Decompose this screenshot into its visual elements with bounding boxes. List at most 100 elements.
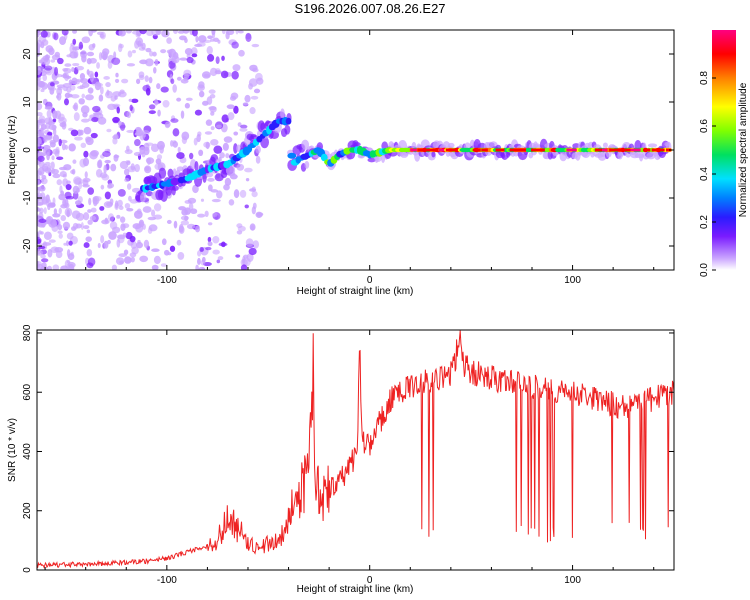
spectrogram-xtick-label: 0 [367,275,373,286]
heatmap-noise-blob [136,208,142,215]
heatmap-noise-blob [173,220,178,229]
heatmap-noise-blob [131,49,136,54]
heatmap-noise-blob [184,207,191,215]
heatmap-noise-blob [192,184,199,194]
heatmap-noise-blob [129,252,137,258]
heatmap-noise-blob [180,220,189,226]
heatmap-noise-blob [183,69,192,77]
heatmap-noise-blob [38,218,47,224]
heatmap-noise-blob [73,46,80,51]
heatmap-noise-blob [221,114,229,123]
heatmap-noise-blob [50,168,59,175]
heatmap-noise-blob [160,86,169,93]
heatmap-peak [630,148,641,152]
heatmap-noise-blob [251,43,260,48]
heatmap-noise-blob [79,158,87,168]
heatmap-noise-blob [53,208,58,215]
heatmap-noise-blob [195,225,200,233]
heatmap-peak [566,148,577,152]
heatmap-noise-blob [81,36,91,44]
heatmap-noise-blob [98,94,104,102]
heatmap-noise-blob [46,71,53,76]
heatmap-noise-blob [194,109,202,116]
heatmap-noise-blob [162,100,170,108]
heatmap-noise-blob [223,136,233,143]
heatmap-noise-blob [139,43,144,47]
snr-ytick-label: 400 [22,443,33,460]
heatmap-noise-blob [53,32,59,41]
heatmap-noise-blob [145,87,151,96]
heatmap-noise-blob [139,59,148,65]
heatmap-ridge-halo [233,143,238,154]
snr-xtick-label: 100 [564,575,581,586]
heatmap-noise-blob [131,98,139,104]
heatmap-noise-blob [52,128,57,136]
heatmap-ridge-halo [284,124,291,135]
heatmap-noise-blob [180,110,185,119]
heatmap-noise-blob [63,98,69,106]
heatmap-noise-blob [66,249,71,258]
heatmap-noise-blob [172,128,180,137]
heatmap-noise-blob [204,131,213,135]
heatmap-noise-blob [221,30,226,35]
heatmap-noise-blob [251,186,256,192]
heatmap-noise-blob [235,30,239,35]
heatmap-noise-blob [52,173,61,179]
heatmap-noise-blob [72,185,80,194]
heatmap-peak [509,148,521,152]
heatmap-noise-blob [133,151,142,157]
spectrogram-xtick-label: 100 [564,275,581,286]
heatmap-noise-blob [200,259,206,266]
heatmap-ridge-halo [301,139,310,150]
heatmap-noise-blob [224,177,232,186]
heatmap-noise-blob [44,65,53,71]
heatmap-noise-blob [104,191,111,200]
heatmap-noise-blob [71,226,77,231]
heatmap-ridge-halo [165,184,173,196]
heatmap-noise-blob [179,57,188,61]
heatmap-noise-blob [115,257,125,265]
heatmap-noise-blob [197,41,206,47]
heatmap-noise-blob [86,262,94,269]
heatmap-noise-blob [193,137,198,146]
heatmap-noise-blob [221,55,225,61]
heatmap-noise-blob [123,249,129,255]
heatmap-noise-blob [112,116,120,123]
heatmap-noise-blob [62,68,69,72]
heatmap-noise-blob [41,258,49,263]
heatmap-noise-blob [148,110,156,115]
heatmap-noise-blob [212,212,218,217]
heatmap-noise-blob [58,233,63,239]
heatmap-noise-blob [216,124,223,129]
heatmap-noise-blob [207,35,213,40]
heatmap-noise-blob [37,67,42,76]
heatmap-ridge-halo [647,143,658,148]
colorbar-tick-label: 0.6 [699,119,710,133]
heatmap-noise-blob [83,212,90,221]
heatmap-noise-blob [40,82,48,90]
heatmap-noise-blob [232,64,241,72]
heatmap-noise-blob [134,138,141,147]
heatmap-noise-blob [161,30,170,38]
heatmap-noise-blob [153,255,161,265]
colorbar-gradient [712,30,736,270]
heatmap-noise-blob [207,184,213,192]
heatmap-noise-blob [85,94,94,101]
heatmap-noise-blob [40,254,46,259]
heatmap-noise-blob [153,66,157,74]
heatmap-noise-blob [250,95,259,100]
heatmap-noise-blob [100,51,109,60]
heatmap-noise-blob [152,51,157,57]
heatmap-noise-blob [216,190,223,199]
colorbar-ticks: 0.0 0.2 0.4 0.6 0.8 [699,71,716,277]
heatmap-noise-blob [86,229,91,234]
heatmap-peak [495,148,505,152]
heatmap-peak [644,148,651,152]
heatmap-noise-blob [50,246,59,254]
snr-frame [36,329,675,571]
spectrogram-xlabel: Height of straight line (km) [297,286,414,297]
heatmap-ridge-halo [367,157,377,163]
spectrogram-ytick-label: -10 [22,190,33,205]
heatmap-noise-blob [245,238,254,247]
